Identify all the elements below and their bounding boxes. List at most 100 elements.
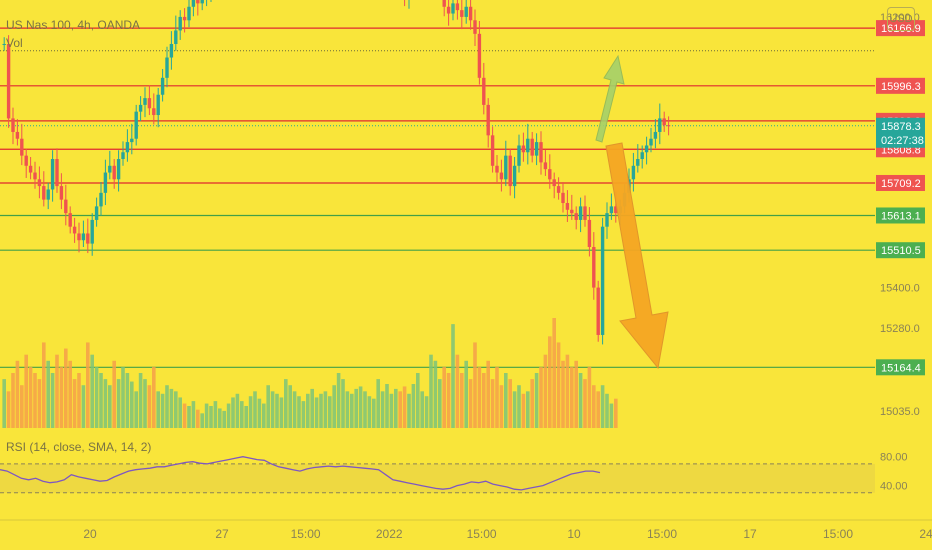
current-price-label: 15878.3 — [881, 121, 921, 133]
candle-body — [94, 206, 99, 220]
candle-body — [442, 0, 446, 7]
volume-bar — [552, 318, 556, 428]
price-tick-label: 15400.0 — [880, 283, 920, 295]
volume-label[interactable]: Vol — [6, 36, 23, 50]
candle-body — [570, 209, 574, 214]
candle-body — [103, 172, 108, 193]
volume-bar — [380, 391, 385, 428]
candle-body — [156, 94, 160, 116]
volume-bar — [310, 388, 314, 428]
time-axis[interactable]: 20 27 15:00 2022 15:00 10 15:00 17 15:00 24 — [0, 519, 932, 541]
candle-body — [160, 77, 165, 95]
volume-bar — [138, 373, 143, 428]
candle-body — [134, 111, 138, 139]
candle-body — [662, 118, 666, 126]
volume-bar — [244, 406, 248, 428]
candle-body — [72, 226, 77, 234]
volume-bar — [420, 391, 424, 428]
volume-bar — [504, 373, 508, 428]
volume-bar — [191, 401, 196, 428]
volume-bar — [147, 385, 152, 428]
volume-bar — [6, 391, 11, 428]
volume-bar — [240, 401, 244, 428]
volume-bar — [292, 391, 297, 428]
price-axis[interactable]: 16200.015400.015280.015035.016166.915996… — [875, 0, 932, 520]
time-tick-label: 15:00 — [647, 527, 677, 541]
candle-body — [504, 155, 508, 180]
volume-bar — [490, 379, 495, 428]
candle-body — [640, 152, 644, 160]
candle-body — [583, 206, 587, 220]
volume-bar — [508, 379, 512, 428]
level-price-tag — [876, 77, 925, 94]
volume-bar — [614, 398, 618, 428]
rsi-line-path — [0, 456, 601, 491]
currency-button[interactable]: USD — [887, 7, 915, 31]
volume-bar — [15, 360, 20, 428]
volume-bar — [2, 379, 6, 428]
volume-bar — [112, 360, 116, 428]
rsi-tick-label: 80.00 — [880, 452, 908, 464]
candle-body — [508, 155, 512, 187]
volume-bar — [143, 379, 147, 428]
candle-body — [147, 98, 152, 109]
volume-bar — [499, 385, 504, 428]
volume-bar — [512, 391, 517, 428]
level-price-label: 15613.1 — [881, 210, 921, 222]
volume-bar — [570, 366, 574, 428]
candle-body — [543, 162, 548, 170]
candle-body — [490, 135, 495, 166]
candle-body — [644, 145, 649, 153]
volume-bar — [134, 391, 138, 428]
volume-bar — [534, 373, 539, 428]
candle-body — [125, 142, 130, 153]
volume-bar — [530, 379, 534, 428]
volume-bar — [218, 408, 222, 428]
candle-body — [42, 186, 46, 200]
candle-body — [548, 169, 552, 180]
candle-body — [574, 213, 578, 220]
candle-body — [20, 138, 24, 156]
down-arrow — [605, 142, 669, 370]
time-tick-label: 17 — [743, 527, 757, 541]
volume-bar — [187, 406, 191, 428]
rsi-label[interactable]: RSI (14, close, SMA, 14, 2) — [6, 440, 152, 454]
candle-body — [556, 186, 561, 193]
volume-bar — [605, 393, 609, 428]
volume-bar — [209, 406, 213, 428]
volume-bar — [121, 366, 125, 428]
volume-bar — [543, 354, 548, 428]
volume-bar — [451, 324, 455, 428]
volume-bar — [288, 385, 292, 428]
volume-bar — [178, 397, 182, 428]
level-price-tag — [876, 359, 925, 376]
volume-bar — [592, 385, 596, 428]
rsi-tick-label: 40.00 — [880, 481, 908, 493]
volume-bar — [482, 373, 486, 428]
volume-bar — [468, 379, 473, 428]
volume-bar — [556, 342, 561, 428]
candle-body — [165, 57, 169, 78]
level-price-label: 15510.5 — [881, 245, 921, 257]
candle-body — [486, 104, 490, 136]
level-price-label: 15164.4 — [881, 362, 921, 374]
volume-bar — [539, 366, 543, 428]
volume-bar — [174, 391, 178, 428]
candle-body — [108, 165, 112, 173]
symbol-label[interactable]: US Nas 100, 4h, OANDA — [6, 18, 141, 32]
volume-bar — [394, 388, 398, 428]
volume-bar — [416, 373, 420, 428]
volume-bar — [464, 360, 468, 428]
volume-bar — [429, 354, 433, 428]
volume-bar — [108, 385, 112, 428]
volume-bar — [358, 386, 363, 428]
volume-bar — [345, 391, 350, 428]
time-tick-label: 15:00 — [823, 527, 853, 541]
candle-body — [446, 6, 451, 14]
volume-bar — [160, 393, 165, 428]
candle-body — [143, 98, 147, 105]
level-price-label: 15996.3 — [881, 81, 921, 93]
candle-body — [55, 159, 59, 187]
candle-body — [609, 206, 614, 214]
